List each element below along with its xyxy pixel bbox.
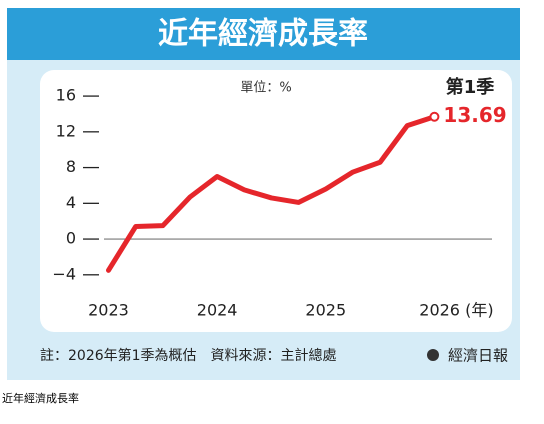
chart-title: 近年經濟成長率 xyxy=(158,17,368,52)
caption: 近年經濟成長率 xyxy=(2,391,79,405)
y-tick-label: −4 xyxy=(52,264,76,283)
x-tick-label: 2023 xyxy=(88,301,129,320)
y-tick-label: 16 xyxy=(56,86,76,105)
y-tick-label: 4 xyxy=(66,193,76,212)
end-point xyxy=(429,111,440,122)
y-tick-label: 8 xyxy=(66,157,76,176)
y-tick-label: 0 xyxy=(66,229,76,248)
x-tick-label: 2026 (年) xyxy=(419,301,493,320)
data-line xyxy=(105,114,437,273)
brand: 經濟日報 xyxy=(448,347,508,365)
period-label: 第1季 xyxy=(446,76,495,98)
x-tick-label: 2024 xyxy=(197,301,238,320)
brand-logo xyxy=(427,349,439,361)
note: 註：2026年第1季為概估 資料來源：主計總處 xyxy=(40,347,337,364)
unit-label: 單位：% xyxy=(240,81,291,96)
x-tick-label: 2025 xyxy=(305,301,346,320)
y-tick-label: 12 xyxy=(56,121,76,140)
title-banner xyxy=(7,8,520,60)
value-label: 13.69 xyxy=(443,103,506,127)
